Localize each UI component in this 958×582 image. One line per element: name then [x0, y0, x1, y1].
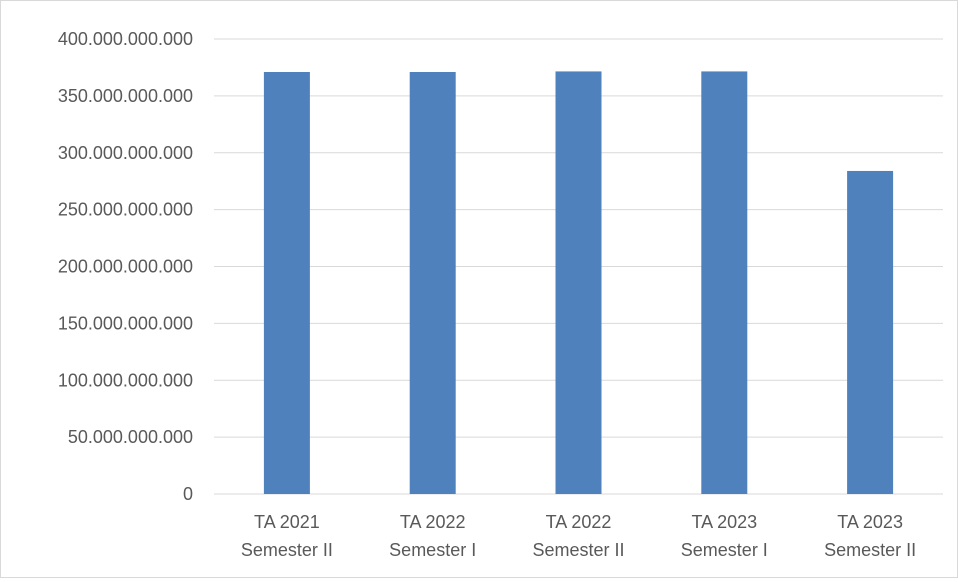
x-tick-label: TA 2022 Semester II: [532, 512, 624, 560]
bar: [263, 71, 310, 495]
y-tick-label: 250.000.000.000: [58, 200, 193, 220]
y-tick-label: 200.000.000.000: [58, 257, 193, 277]
x-tick-label-line: Semester II: [241, 540, 333, 560]
bar: [409, 71, 456, 495]
y-tick-label: 350.000.000.000: [58, 86, 193, 106]
y-tick-label: 300.000.000.000: [58, 143, 193, 163]
x-tick-label-line: TA 2023: [691, 512, 757, 532]
x-tick-label-line: Semester I: [389, 540, 476, 560]
x-tick-label-line: TA 2022: [400, 512, 466, 532]
y-tick-label: 400.000.000.000: [58, 29, 193, 49]
x-tick-label: TA 2023 Semester II: [824, 512, 916, 560]
bars: [263, 71, 894, 495]
x-tick-label-line: TA 2023: [837, 512, 903, 532]
y-tick-label: 150.000.000.000: [58, 313, 193, 333]
x-tick-label-line: TA 2022: [546, 512, 612, 532]
x-tick-label: TA 2022 Semester I: [389, 512, 476, 560]
x-tick-label-line: Semester I: [681, 540, 768, 560]
x-tick-label-line: Semester II: [824, 540, 916, 560]
y-axis-tick-labels: 0 50.000.000.000 100.000.000.000 150.000.00…: [58, 29, 193, 504]
bar: [701, 71, 748, 494]
bar: [847, 170, 894, 494]
x-tick-label-line: TA 2021: [254, 512, 320, 532]
x-tick-label: TA 2021 Semester II: [241, 512, 333, 560]
x-tick-label-line: Semester II: [532, 540, 624, 560]
bar: [555, 71, 602, 494]
y-tick-label: 50.000.000.000: [68, 427, 193, 447]
y-tick-label: 0: [183, 484, 193, 504]
y-tick-label: 100.000.000.000: [58, 370, 193, 390]
x-tick-label: TA 2023 Semester I: [681, 512, 768, 560]
